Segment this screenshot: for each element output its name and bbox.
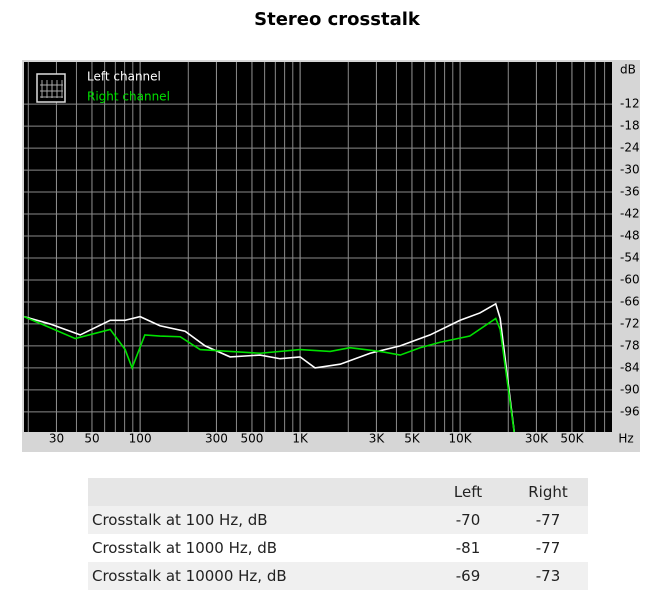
y-tick-label: -90 <box>620 382 640 396</box>
y-tick-label: -72 <box>620 316 640 330</box>
table-cell: -81 <box>455 539 481 557</box>
table-cell: Crosstalk at 1000 Hz, dB <box>92 539 278 557</box>
table-cell: -77 <box>535 511 561 529</box>
y-tick-label: -36 <box>620 185 640 199</box>
table-header: Left Right <box>88 478 588 506</box>
x-tick-label: 3K <box>369 432 386 446</box>
x-unit: Hz <box>618 432 633 446</box>
chart: Stereo crosstalk Left channel Right chan… <box>22 9 640 452</box>
y-unit: dB <box>620 63 636 77</box>
x-tick-label: 50K <box>560 432 584 446</box>
y-tick-label: -42 <box>620 207 640 221</box>
x-tick-label: 500 <box>241 432 264 446</box>
y-tick-label: -24 <box>620 141 640 155</box>
data-line <box>24 302 516 432</box>
x-tick-label: 5K <box>404 432 421 446</box>
table-cell: Crosstalk at 10000 Hz, dB <box>92 567 287 585</box>
table-cell: -77 <box>535 539 561 557</box>
table-cell: Crosstalk at 100 Hz, dB <box>92 511 268 529</box>
table-row: Crosstalk at 1000 Hz, dB -81 -77 <box>88 534 588 562</box>
x-tick-label: 10K <box>449 432 473 446</box>
x-tick-label: 30 <box>49 432 64 446</box>
y-tick-label: -48 <box>620 229 640 243</box>
y-tick-label: -96 <box>620 404 640 418</box>
column-header: Left <box>453 483 483 501</box>
grid <box>24 62 612 432</box>
legend-icon-grid <box>40 80 63 98</box>
legend: Left channel Right channel <box>36 70 170 104</box>
table-row: Crosstalk at 10000 Hz, dB -69 -73 <box>88 562 588 590</box>
data-line <box>24 315 515 432</box>
y-tick-label: -18 <box>620 119 640 133</box>
plot-area <box>24 62 612 432</box>
corner <box>88 478 428 506</box>
y-tick-label: -60 <box>620 272 640 286</box>
column-header: Right <box>528 483 568 501</box>
y-tick-label: -84 <box>620 360 640 374</box>
legend-label: Right channel <box>87 90 170 104</box>
table-row: Crosstalk at 100 Hz, dB -70 -77 <box>88 506 588 534</box>
y-tick-label: -12 <box>620 97 640 111</box>
x-tick-label: 300 <box>205 432 228 446</box>
table-cell: -70 <box>455 511 481 529</box>
x-tick-label: 30K <box>525 432 549 446</box>
x-tick-label: 100 <box>129 432 152 446</box>
legend-label: Left channel <box>87 70 161 84</box>
table-body: Crosstalk at 100 Hz, dB -70 -77 Crosstalk a… <box>88 506 588 590</box>
table-cell: -73 <box>535 567 561 585</box>
table-cell: -69 <box>455 567 481 585</box>
lines <box>24 302 516 432</box>
y-tick-label: -78 <box>620 338 640 352</box>
y-tick-label: -66 <box>620 294 640 308</box>
legend-icon <box>36 73 66 103</box>
y-tick-label: -30 <box>620 163 640 177</box>
y-tick-label: -54 <box>620 250 640 264</box>
x-tick-label: 50 <box>84 432 99 446</box>
x-tick-label: 1K <box>292 432 309 446</box>
chart-title: Stereo crosstalk <box>254 9 421 30</box>
results-table: Left Right Crosstalk at 100 Hz, dB -70 -77… <box>88 478 588 590</box>
